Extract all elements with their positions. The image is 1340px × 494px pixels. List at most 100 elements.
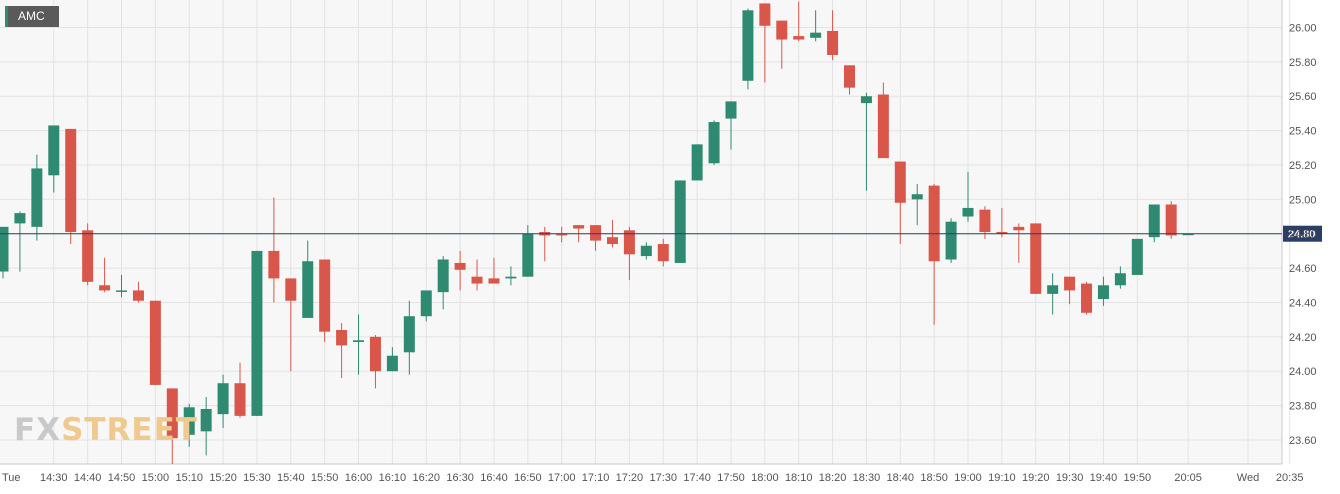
x-tick-label: 15:50 bbox=[311, 472, 339, 484]
candle bbox=[894, 161, 906, 245]
candle-body bbox=[302, 261, 314, 318]
x-tick-label: 16:20 bbox=[412, 472, 440, 484]
candle bbox=[217, 374, 229, 428]
candle-body bbox=[1182, 233, 1194, 236]
candle bbox=[386, 347, 398, 372]
grid-lines bbox=[0, 0, 1291, 464]
x-tick-label: 17:20 bbox=[616, 472, 644, 484]
x-tick-label: 18:30 bbox=[853, 472, 881, 484]
candle bbox=[810, 10, 822, 42]
candle bbox=[369, 335, 381, 389]
x-tick-label: 17:50 bbox=[717, 472, 745, 484]
candle-body bbox=[268, 250, 280, 279]
candle bbox=[1182, 233, 1194, 236]
x-tick-label: 15:40 bbox=[277, 472, 305, 484]
candle bbox=[0, 226, 9, 279]
candle bbox=[1097, 276, 1109, 306]
x-tick-day-start: Tue bbox=[2, 472, 21, 484]
x-tick-label: 15:10 bbox=[175, 472, 203, 484]
candle bbox=[1064, 276, 1076, 305]
candle bbox=[590, 225, 602, 251]
candle bbox=[1047, 273, 1059, 315]
candle-body bbox=[945, 221, 957, 260]
x-tick-label: 18:20 bbox=[819, 472, 847, 484]
candle-body bbox=[65, 128, 77, 232]
x-tick-label: 15:30 bbox=[243, 472, 271, 484]
x-tick-label: 14:40 bbox=[74, 472, 102, 484]
x-tick-label: 17:10 bbox=[582, 472, 610, 484]
ticker-badge[interactable]: AMC bbox=[5, 6, 59, 27]
candle bbox=[116, 274, 128, 298]
candle-body bbox=[0, 226, 9, 272]
candle-body bbox=[99, 285, 111, 291]
candle-body bbox=[234, 383, 246, 416]
candle bbox=[302, 240, 314, 318]
candle bbox=[556, 226, 568, 243]
y-tick-label: 24.60 bbox=[1289, 263, 1317, 275]
x-tick-label: 14:30 bbox=[40, 472, 68, 484]
x-tick-label: 15:20 bbox=[209, 472, 237, 484]
candle-body bbox=[437, 259, 449, 293]
candle-body bbox=[319, 259, 331, 332]
candle bbox=[623, 226, 635, 281]
candle-body bbox=[132, 290, 144, 301]
candles bbox=[0, 1, 1194, 464]
candle-body bbox=[640, 245, 652, 257]
candle-body bbox=[183, 407, 195, 435]
candle-body bbox=[200, 409, 212, 432]
x-tick-label: 15:00 bbox=[142, 472, 170, 484]
time-axis-ticks: Tue 14:30 14:40 14:50 15:00 15:10 15:20 15:30 15… bbox=[2, 472, 1303, 484]
logo-street: STREET bbox=[61, 412, 198, 448]
candle-body bbox=[742, 10, 754, 81]
x-tick-label: 19:10 bbox=[988, 472, 1016, 484]
x-tick-label: 16:30 bbox=[446, 472, 474, 484]
candle-body bbox=[725, 101, 737, 119]
x-tick-label: 19:40 bbox=[1090, 472, 1118, 484]
candle bbox=[708, 120, 720, 165]
candle-body bbox=[116, 290, 128, 292]
candle bbox=[234, 362, 246, 418]
candle bbox=[911, 183, 923, 226]
candle bbox=[48, 125, 60, 193]
candle-body bbox=[590, 225, 602, 241]
candle-body bbox=[691, 144, 703, 181]
y-tick-label: 25.00 bbox=[1289, 194, 1317, 206]
candle-body bbox=[877, 94, 889, 159]
last-price-tag bbox=[1283, 225, 1322, 242]
candle-body bbox=[810, 32, 822, 38]
candle bbox=[1013, 223, 1025, 263]
x-tick-label: 18:40 bbox=[887, 472, 915, 484]
candle bbox=[691, 144, 703, 181]
candle-body bbox=[1081, 283, 1093, 313]
candle bbox=[1114, 266, 1126, 289]
candle-body bbox=[48, 125, 60, 176]
candle bbox=[471, 259, 483, 291]
x-tick-label: 19:30 bbox=[1056, 472, 1084, 484]
candle-body bbox=[1114, 273, 1126, 286]
x-tick-label: 20:35 bbox=[1276, 472, 1304, 484]
candle-body bbox=[623, 230, 635, 255]
candle-body bbox=[369, 336, 381, 372]
candle-body bbox=[336, 329, 348, 346]
candle bbox=[319, 259, 331, 342]
candle-body bbox=[1131, 238, 1143, 275]
candle bbox=[31, 154, 43, 241]
candle bbox=[353, 314, 365, 375]
candle-body bbox=[606, 237, 618, 245]
candle bbox=[742, 8, 754, 90]
candle bbox=[166, 388, 178, 464]
candle bbox=[1165, 201, 1177, 239]
x-tick-label: 17:40 bbox=[683, 472, 711, 484]
candle bbox=[1081, 281, 1093, 315]
x-tick-label: 14:50 bbox=[108, 472, 136, 484]
candle-body bbox=[793, 36, 805, 40]
candle bbox=[674, 180, 686, 263]
fxstreet-logo: FXSTREET bbox=[14, 412, 198, 448]
last-price-line: 24.80 bbox=[0, 225, 1322, 242]
candle bbox=[488, 257, 500, 284]
x-tick-label: 18:00 bbox=[751, 472, 779, 484]
candle-body bbox=[386, 355, 398, 372]
candle-body bbox=[1064, 276, 1076, 291]
